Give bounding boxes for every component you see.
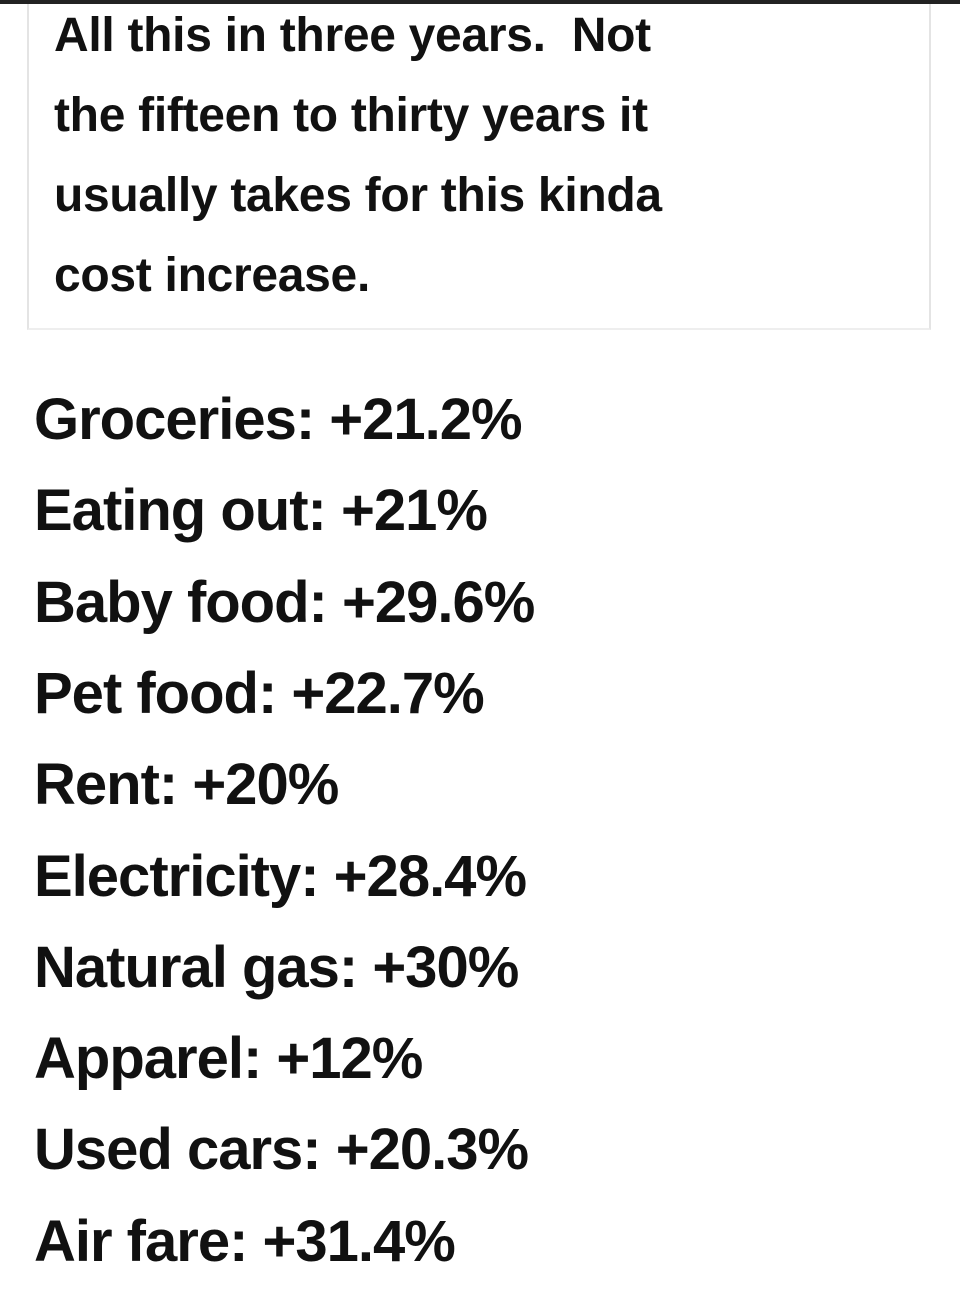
list-item: Used cars: +20.3% bbox=[34, 1117, 529, 1183]
list-item: Air fare: +31.4% bbox=[34, 1208, 456, 1274]
header-line: All this in three years. Not bbox=[54, 9, 651, 62]
list-item: Groceries: +21.2% bbox=[34, 387, 523, 452]
top-border bbox=[0, 0, 960, 4]
header-line: cost increase. bbox=[54, 249, 370, 302]
list-item: Pet food: +22.7% bbox=[34, 660, 485, 726]
list-item: Baby food: +29.6% bbox=[34, 569, 535, 635]
list-item: Natural gas: +30% bbox=[34, 934, 519, 1000]
header-line: usually takes for this kinda bbox=[54, 169, 662, 222]
list-item: Eating out: +21% bbox=[34, 478, 488, 544]
list-item: Apparel: +12% bbox=[34, 1026, 423, 1092]
list-item: Electricity: +28.4% bbox=[34, 843, 527, 909]
post-box bbox=[27, 4, 931, 330]
header-line: the fifteen to thirty years it bbox=[54, 89, 648, 142]
list-item: Rent: +20% bbox=[34, 752, 339, 818]
